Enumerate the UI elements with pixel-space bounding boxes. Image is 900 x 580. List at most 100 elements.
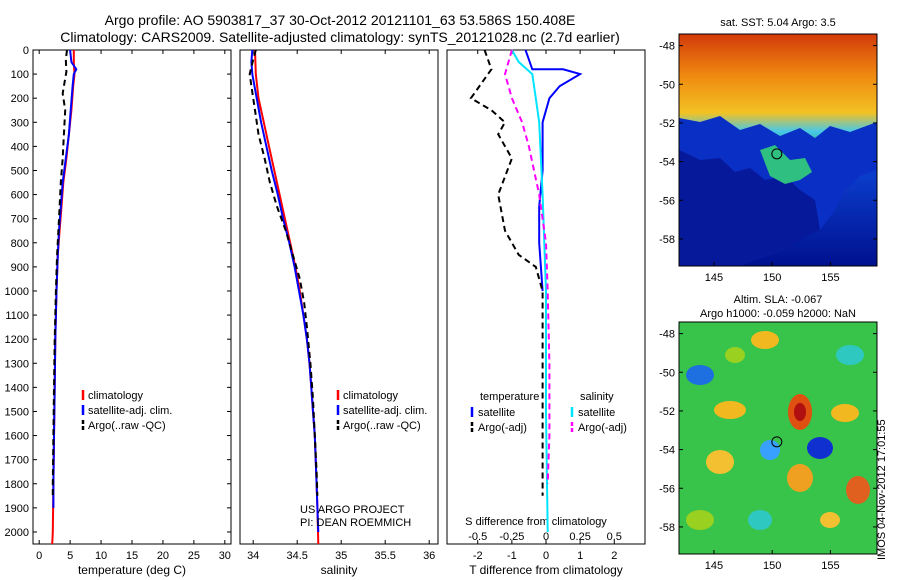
lon-tick-label: 155 [821, 272, 839, 284]
legend-label: satellite-adj. clim. [88, 405, 172, 417]
x-tick-label: 35 [335, 550, 347, 562]
temperature-profile-panel: 0100200300400500600700800900100011001200… [5, 45, 232, 577]
x-tick-label: -1 [507, 550, 517, 562]
y-tick-label: 1000 [5, 286, 29, 298]
lat-tick-label: -50 [659, 367, 675, 379]
legend-label: satellite-adj. clim. [343, 405, 427, 417]
lon-tick-label: 145 [705, 560, 723, 572]
lat-tick-label: -54 [659, 157, 675, 169]
y-tick-label: 0 [23, 45, 29, 57]
sst-lat-ticks: -48 -50 -52 -54 -56 -58 [659, 41, 877, 246]
x-tick-label: 15 [126, 550, 138, 562]
legend-label: Argo(..raw -QC) [88, 420, 166, 432]
y-tick-label: 700 [11, 214, 29, 226]
legend-label: climatology [343, 390, 399, 402]
y-tick-label: 400 [11, 141, 29, 153]
temperature-plot-frame [32, 49, 232, 545]
x-axis-label: T difference from climatology [469, 563, 623, 577]
y-tick-label: 1900 [5, 503, 29, 515]
series-line [469, 49, 544, 496]
lat-tick-label: -52 [659, 406, 675, 418]
sla-lat-ticks: -48 -50 -52 -54 -56 -58 [659, 329, 877, 534]
lat-tick-label: -56 [659, 483, 675, 495]
y-tick-label: 1700 [5, 455, 29, 467]
sst-map-title: sat. SST: 5.04 Argo: 3.5 [720, 17, 836, 29]
x-axis-label: salinity [321, 563, 358, 577]
y-tick-label: 1200 [5, 334, 29, 346]
sla-map-frame [678, 321, 878, 555]
x-tick-label: 30 [219, 550, 231, 562]
series-line [52, 49, 78, 508]
x-axis-label: temperature (deg C) [78, 563, 186, 577]
y-tick-label: 200 [11, 93, 29, 105]
chart-title-line-2: Climatology: CARS2009. Satellite-adjuste… [60, 29, 620, 45]
pi-annotation: PI: DEAN ROEMMICH [300, 517, 411, 529]
legend-label: Argo(-adj) [478, 422, 527, 434]
sla-map-title-line-2: Argo h1000: -0.059 h2000: NaN [700, 308, 856, 320]
lon-tick-label: 150 [763, 560, 781, 572]
legend-label: satellite [478, 407, 515, 419]
x2-axis-label: S difference from climatology [465, 516, 607, 528]
sla-lon-ticks: 145 150 155 [705, 550, 840, 572]
pi-annotation: US ARGO PROJECT [300, 504, 405, 516]
argo-position-marker [771, 436, 783, 448]
sla-map: Altim. SLA: -0.067 Argo h1000: -0.059 h2… [659, 294, 878, 572]
x-tick-label: 0 [543, 550, 549, 562]
argo-position-marker [771, 148, 783, 160]
y-tick-label: 100 [11, 69, 29, 81]
x-tick-label: 10 [95, 550, 107, 562]
series-line [524, 49, 583, 292]
legend-title: temperature [480, 391, 539, 403]
x-tick-label: 34 [247, 550, 259, 562]
lat-tick-label: -58 [659, 234, 675, 246]
lat-tick-label: -50 [659, 79, 675, 91]
y-tick-label: 800 [11, 238, 29, 250]
sst-map: sat. SST: 5.04 Argo: 3.5 -48 -50 -52 -54 -56… [659, 17, 878, 284]
y-tick-label: 2000 [5, 527, 29, 539]
y-tick-label: 1100 [5, 310, 29, 322]
lon-tick-label: 150 [763, 272, 781, 284]
y-tick-label: 1500 [5, 406, 29, 418]
legend-label: Argo(..raw -QC) [343, 420, 421, 432]
x2-tick-label: -0.5 [468, 531, 487, 543]
lat-tick-label: -54 [659, 445, 675, 457]
y-tick-label: 1800 [5, 479, 29, 491]
x-tick-label: 35.5 [374, 550, 395, 562]
x-tick-label: 0 [36, 550, 42, 562]
y-tick-label: 1600 [5, 431, 29, 443]
x-tick-label: 36 [423, 550, 435, 562]
lon-tick-label: 145 [705, 272, 723, 284]
x2-tick-label: -0.25 [499, 531, 524, 543]
timestamp-stamp: IMOS 04-Nov-2012 17:01:55 [876, 419, 888, 560]
x-tick-label: 5 [67, 550, 73, 562]
x-tick-label: -2 [473, 550, 483, 562]
y-tick-label: 500 [11, 165, 29, 177]
salinity-profile-panel: 34 34.5 35 35.5 36 salinity climatology satelli… [239, 49, 439, 577]
x-tick-label: 1 [577, 550, 583, 562]
x-tick-label: 34.5 [286, 550, 307, 562]
lat-tick-label: -48 [659, 41, 675, 53]
y-tick-label: 300 [11, 117, 29, 129]
sst-lon-ticks: 145 150 155 [705, 262, 840, 284]
series-line [503, 49, 551, 484]
chart-title-line-1: Argo profile: AO 5903817_37 30-Oct-2012 … [104, 12, 576, 28]
legend-label: Argo(-adj) [578, 422, 627, 434]
sla-map-title-line-1: Altim. SLA: -0.067 [734, 294, 823, 306]
series-line [51, 49, 68, 496]
x-tick-label: 2 [611, 550, 617, 562]
y-tick-label: 1400 [5, 382, 29, 394]
lat-tick-label: -56 [659, 195, 675, 207]
legend-title: salinity [580, 391, 614, 403]
difference-profile-panel: -2 -1 0 1 2 -0.5 -0.25 0 0.25 0.5S difference fro… [446, 49, 646, 577]
lat-tick-label: -58 [659, 522, 675, 534]
legend-label: climatology [88, 390, 144, 402]
x2-tick-label: 0 [543, 531, 549, 543]
y-tick-label: 600 [11, 190, 29, 202]
y-tick-label: 900 [11, 262, 29, 274]
x-tick-label: 25 [188, 550, 200, 562]
salinity-plot-frame [239, 49, 439, 545]
x2-tick-label: 0.5 [607, 531, 622, 543]
series-line [511, 49, 549, 533]
lat-tick-label: -52 [659, 118, 675, 130]
